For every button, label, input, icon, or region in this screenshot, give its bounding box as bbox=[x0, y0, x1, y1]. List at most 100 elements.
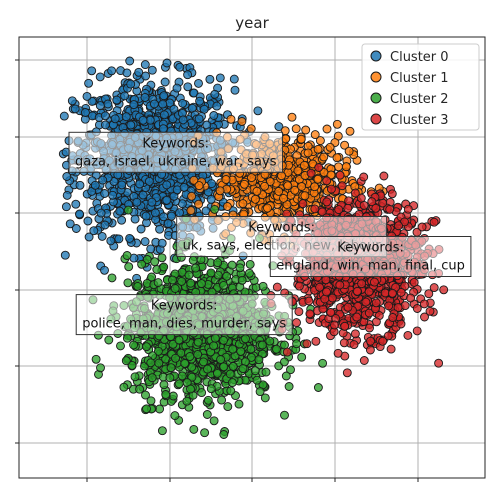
keyword-heading: Keywords: bbox=[151, 299, 218, 314]
keyword-list: gaza, israel, ukraine, war, says bbox=[75, 154, 277, 169]
keyword-box-0: Keywords: gaza, israel, ukraine, war, say… bbox=[68, 131, 283, 173]
data-point bbox=[119, 382, 129, 392]
data-point bbox=[163, 219, 173, 228]
data-point bbox=[203, 395, 213, 405]
data-point bbox=[70, 104, 80, 114]
data-point bbox=[313, 144, 323, 154]
data-point bbox=[122, 333, 132, 343]
data-point bbox=[84, 78, 94, 88]
data-point bbox=[378, 336, 388, 346]
data-point bbox=[62, 172, 72, 181]
data-point bbox=[210, 333, 220, 343]
data-point bbox=[394, 221, 403, 231]
data-point bbox=[155, 224, 165, 234]
data-point bbox=[123, 278, 133, 288]
data-point bbox=[217, 395, 227, 405]
data-point bbox=[186, 278, 196, 288]
data-point bbox=[282, 347, 292, 357]
legend-label: Cluster 0 bbox=[390, 50, 449, 65]
legend-marker bbox=[370, 71, 382, 83]
data-point bbox=[297, 352, 307, 362]
data-point bbox=[170, 411, 180, 421]
data-point bbox=[260, 393, 270, 403]
data-point bbox=[424, 289, 434, 299]
data-point bbox=[279, 357, 289, 367]
data-point bbox=[61, 202, 71, 212]
data-point bbox=[221, 175, 231, 184]
data-point bbox=[146, 396, 156, 406]
data-point bbox=[335, 170, 345, 180]
data-point bbox=[195, 96, 205, 106]
data-point bbox=[361, 297, 371, 307]
data-point bbox=[223, 402, 233, 412]
data-point bbox=[225, 369, 235, 379]
data-point bbox=[169, 104, 179, 114]
data-point bbox=[327, 293, 337, 303]
data-point bbox=[252, 186, 262, 196]
data-point bbox=[146, 358, 156, 368]
data-point bbox=[335, 280, 345, 290]
data-point bbox=[161, 390, 171, 399]
data-point bbox=[344, 146, 354, 156]
data-point bbox=[272, 344, 281, 354]
data-point bbox=[228, 344, 238, 354]
data-point bbox=[301, 125, 311, 135]
data-point bbox=[419, 299, 429, 309]
data-point bbox=[67, 96, 77, 106]
data-point bbox=[100, 111, 110, 121]
data-point bbox=[246, 124, 256, 134]
data-point bbox=[159, 262, 169, 272]
data-point bbox=[209, 111, 219, 120]
data-point bbox=[162, 180, 172, 190]
data-point bbox=[226, 114, 236, 124]
data-point bbox=[341, 162, 351, 172]
data-point bbox=[157, 238, 167, 248]
data-point bbox=[136, 224, 146, 234]
data-point bbox=[129, 340, 139, 350]
data-point bbox=[84, 232, 94, 242]
data-point bbox=[206, 268, 216, 278]
data-point bbox=[82, 91, 92, 101]
data-point bbox=[365, 345, 375, 355]
data-point bbox=[263, 203, 272, 213]
data-point bbox=[247, 173, 256, 183]
data-point bbox=[252, 375, 262, 385]
data-point bbox=[297, 182, 307, 191]
data-point bbox=[129, 100, 139, 110]
data-point bbox=[108, 190, 118, 200]
data-point bbox=[115, 206, 125, 216]
data-point bbox=[409, 277, 419, 287]
data-point bbox=[158, 124, 168, 134]
data-point bbox=[123, 205, 133, 215]
data-point bbox=[384, 301, 394, 311]
data-point bbox=[412, 326, 422, 336]
data-point bbox=[334, 162, 343, 172]
data-point bbox=[439, 285, 449, 295]
data-point bbox=[222, 202, 232, 211]
data-point bbox=[141, 211, 151, 221]
data-point bbox=[126, 120, 136, 130]
legend-marker bbox=[370, 50, 382, 62]
data-point bbox=[228, 361, 238, 371]
data-point bbox=[199, 357, 208, 367]
data-point bbox=[238, 364, 248, 374]
data-point bbox=[339, 338, 349, 348]
data-point bbox=[274, 122, 284, 132]
data-point bbox=[281, 371, 291, 381]
data-point bbox=[104, 335, 114, 345]
data-point bbox=[387, 288, 397, 298]
data-point bbox=[83, 216, 93, 226]
data-point bbox=[274, 186, 284, 196]
data-point bbox=[280, 410, 289, 420]
data-point bbox=[406, 293, 416, 303]
data-point bbox=[65, 219, 75, 229]
keyword-list: england, win, man, final, cup bbox=[276, 258, 465, 273]
data-point bbox=[142, 404, 151, 414]
data-point bbox=[162, 195, 172, 205]
data-point bbox=[159, 380, 169, 390]
data-point bbox=[107, 66, 117, 76]
data-point bbox=[229, 74, 239, 84]
data-point bbox=[210, 204, 220, 214]
data-point bbox=[265, 336, 275, 346]
data-point bbox=[132, 197, 142, 207]
